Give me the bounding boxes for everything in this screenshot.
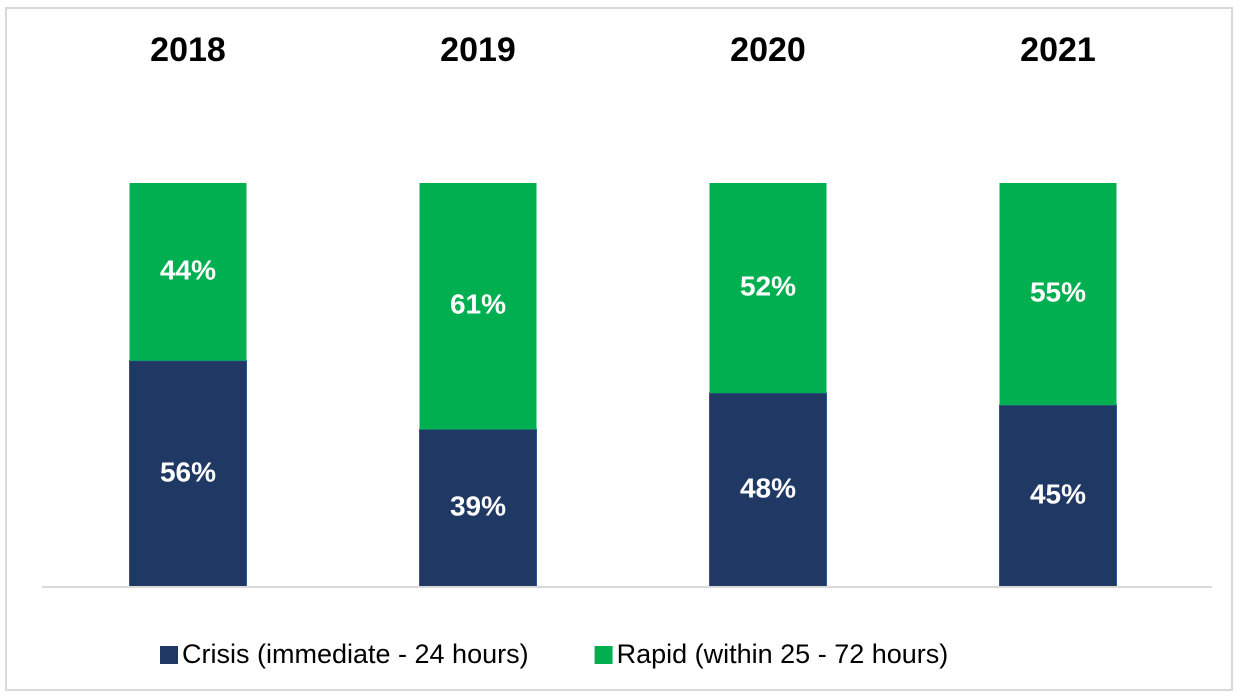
x-tick-label: 2019	[440, 31, 516, 69]
value-label: 61%	[450, 289, 506, 320]
bar-segment	[129, 360, 247, 588]
bar-segment	[419, 183, 537, 430]
bar-segment	[129, 183, 247, 361]
legend-label: Crisis (immediate - 24 hours)	[182, 639, 529, 669]
legend-label: Rapid (within 25 - 72 hours)	[617, 639, 949, 669]
bar-segment	[999, 183, 1117, 406]
value-label: 45%	[1030, 478, 1086, 509]
x-tick-label: 2020	[730, 31, 806, 69]
legend-swatch	[594, 646, 613, 664]
x-tick-label: 2021	[1020, 31, 1096, 69]
value-label: 55%	[1030, 276, 1086, 307]
value-label: 56%	[160, 456, 216, 487]
value-label: 48%	[740, 472, 796, 503]
x-tick-label: 2018	[150, 31, 226, 69]
value-label: 52%	[740, 270, 796, 301]
bar-segment	[419, 428, 537, 588]
bar-segment	[709, 183, 827, 394]
value-label: 39%	[450, 491, 506, 522]
legend-swatch	[160, 646, 178, 664]
value-label: 44%	[160, 254, 216, 285]
